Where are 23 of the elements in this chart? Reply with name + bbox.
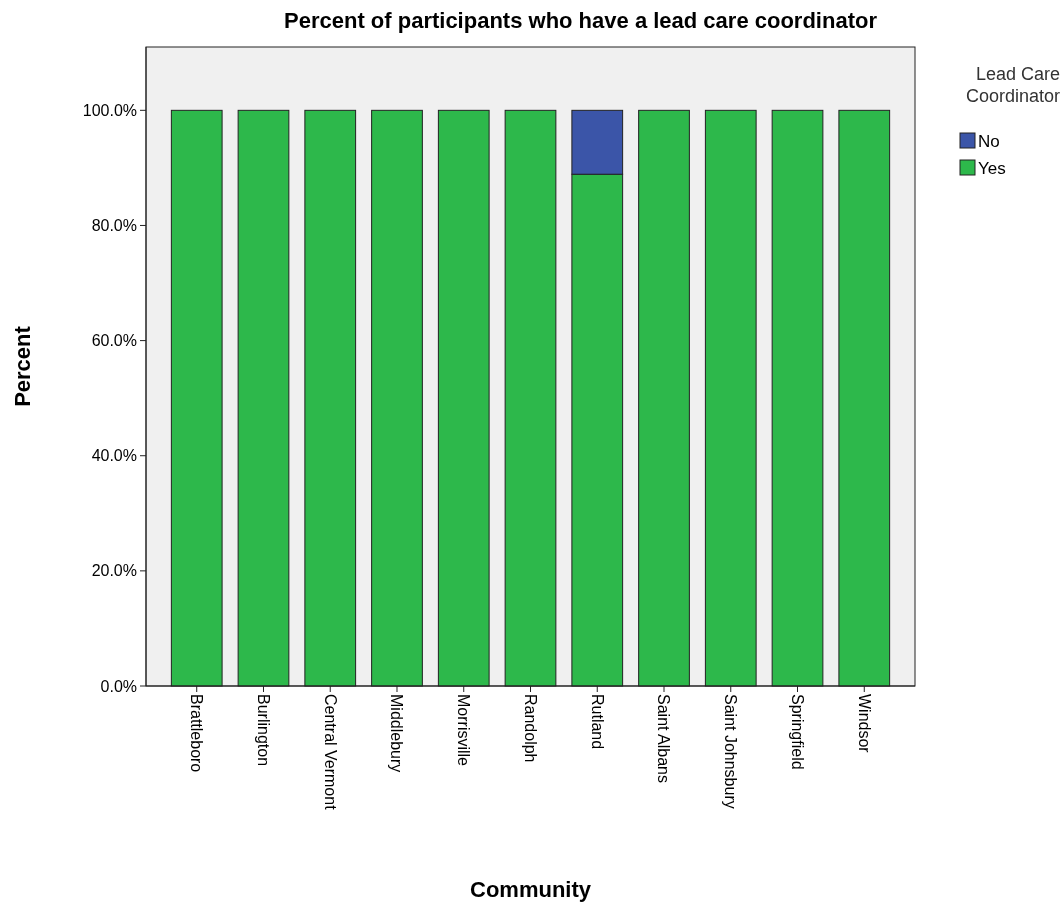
y-tick-label: 40.0% bbox=[91, 447, 137, 465]
legend-label: Yes bbox=[978, 158, 1006, 178]
x-tick-label: Saint Albans bbox=[655, 694, 673, 783]
x-tick-label: Windsor bbox=[855, 694, 873, 754]
x-tick-label: Brattleboro bbox=[188, 694, 206, 773]
chart-title: Percent of participants who have a lead care coordinator bbox=[284, 8, 878, 33]
y-tick-label: 80.0% bbox=[91, 217, 137, 235]
x-axis-title: Community bbox=[470, 877, 592, 902]
y-tick-label: 20.0% bbox=[91, 562, 137, 580]
x-tick-label: Randolph bbox=[521, 694, 539, 763]
x-tick-label: Rutland bbox=[588, 694, 606, 750]
x-tick-label: Central Vermont bbox=[321, 694, 339, 811]
x-tick-label: Springfield bbox=[788, 694, 806, 770]
y-axis-title: Percent bbox=[10, 325, 35, 407]
x-tick-label: Burlington bbox=[254, 694, 272, 767]
legend-label: No bbox=[978, 131, 1000, 151]
x-tick-label: Middlebury bbox=[388, 694, 406, 773]
x-tick-label: Morrisville bbox=[455, 694, 473, 767]
x-tick-label: Saint Johnsbury bbox=[722, 694, 740, 809]
legend-title: Lead Care Coordinator bbox=[965, 64, 1060, 106]
y-tick-label: 100.0% bbox=[82, 101, 137, 119]
y-tick-label: 0.0% bbox=[100, 677, 137, 695]
y-tick-label: 60.0% bbox=[91, 332, 137, 350]
